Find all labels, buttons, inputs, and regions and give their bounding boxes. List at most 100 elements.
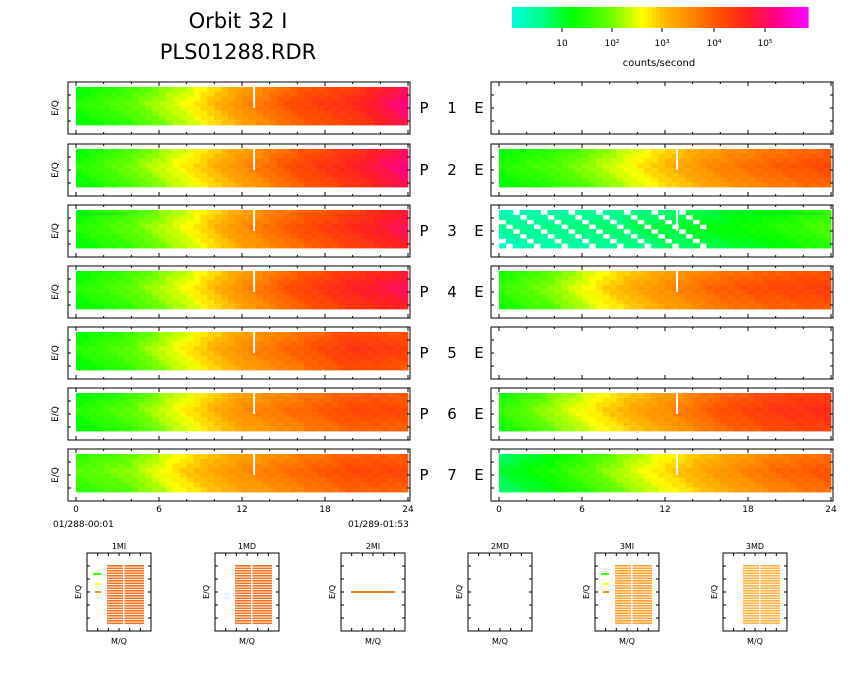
heatmap-cell — [602, 487, 611, 493]
heatmap-cell — [713, 168, 721, 174]
heatmap-cell — [658, 402, 666, 408]
heatmap-cell — [145, 285, 153, 291]
heatmap-cell — [235, 229, 243, 235]
heatmap-cell — [248, 168, 257, 174]
heatmap-cell — [131, 115, 139, 121]
heatmap-cell — [637, 304, 645, 310]
heatmap-cell — [692, 463, 700, 469]
heatmap-cell — [159, 96, 167, 102]
heatmap-cell — [325, 482, 333, 488]
heatmap-cell — [159, 120, 167, 126]
heatmap-cell — [186, 482, 194, 488]
heatmap-cell — [387, 210, 395, 216]
heatmap-cell — [720, 294, 728, 300]
heatmap-cell — [561, 487, 569, 493]
heatmap-cell — [671, 219, 680, 225]
heatmap-cell — [331, 454, 340, 460]
heatmap-cell — [172, 101, 181, 107]
heatmap-cell — [782, 219, 790, 225]
heatmap-cell — [221, 210, 229, 216]
heatmap-cell — [124, 393, 132, 399]
colorbar-cell — [620, 7, 625, 28]
heatmap-cell — [401, 275, 409, 281]
heatmap-cell — [193, 163, 201, 169]
heatmap-cell — [318, 365, 326, 371]
y-axis-label-eq: E/Q — [51, 100, 61, 116]
heatmap-cell — [131, 214, 139, 220]
heatmap-cell — [138, 224, 146, 230]
heatmap-cell — [110, 487, 118, 493]
heatmap-cell — [172, 294, 181, 300]
heatmap-cell — [221, 393, 229, 399]
heatmap-cell — [269, 285, 277, 291]
heatmap-cell — [644, 229, 652, 235]
heatmap-cell — [345, 285, 354, 291]
heatmap-cell — [110, 280, 118, 286]
heatmap-cell — [623, 172, 631, 178]
heatmap-cell — [401, 96, 409, 102]
heatmap-cell — [242, 412, 250, 418]
heatmap-cell — [124, 163, 132, 169]
heatmap-cell — [554, 214, 562, 220]
heatmap-cell — [131, 120, 139, 126]
heatmap-cell — [248, 473, 257, 479]
heatmap-cell — [228, 120, 236, 126]
heatmap-cell — [276, 243, 284, 249]
heatmap-cell — [741, 412, 749, 418]
heatmap-cell — [248, 454, 257, 460]
heatmap-cell — [283, 182, 291, 188]
heatmap-cell — [82, 177, 91, 183]
heatmap-cell — [678, 271, 687, 277]
heatmap-cell — [651, 168, 659, 174]
heatmap-cell — [352, 426, 360, 432]
heatmap-cell — [387, 275, 395, 281]
heatmap-cell — [165, 487, 174, 493]
heatmap-cell — [76, 238, 84, 244]
heatmap-cell — [352, 106, 360, 112]
heatmap-cell — [727, 397, 735, 403]
heatmap-cell — [699, 238, 707, 244]
heatmap-cell — [582, 243, 590, 249]
heatmap-cell — [152, 224, 160, 230]
heatmap-cell — [221, 454, 229, 460]
heatmap-cell — [387, 285, 395, 291]
heatmap-cell — [352, 96, 360, 102]
heatmap-cell — [117, 149, 125, 155]
heatmap-cell — [255, 158, 264, 164]
heatmap-cell — [311, 393, 319, 399]
row-label-p: P — [419, 405, 428, 423]
heatmap-cell — [255, 149, 264, 155]
heatmap-cell — [269, 243, 277, 249]
heatmap-cell — [255, 271, 264, 277]
heatmap-cell — [644, 271, 652, 277]
row-label-number: 5 — [447, 344, 457, 362]
heatmap-cell — [138, 463, 146, 469]
heatmap-cell — [373, 91, 381, 97]
heatmap-cell — [235, 163, 243, 169]
heatmap-cell — [172, 96, 181, 102]
heatmap-cell — [561, 299, 569, 305]
heatmap-cell — [262, 421, 271, 427]
heatmap-cell — [269, 463, 277, 469]
heatmap-cell — [727, 285, 735, 291]
heatmap-cell — [387, 407, 395, 413]
heatmap-cell — [352, 341, 360, 347]
heatmap-cell — [186, 120, 194, 126]
heatmap-cell — [768, 182, 777, 188]
heatmap-cell — [89, 402, 98, 408]
heatmap-cell — [325, 454, 333, 460]
heatmap-cell — [221, 224, 229, 230]
heatmap-cell — [768, 224, 777, 230]
heatmap-cell — [595, 294, 604, 300]
heatmap-cell — [131, 304, 139, 310]
heatmap-cell — [117, 365, 125, 371]
heatmap-cell — [311, 346, 319, 352]
heatmap-cell — [110, 360, 118, 366]
heatmap-cell — [699, 393, 707, 399]
heatmap-cell — [297, 153, 305, 159]
heatmap-cell — [761, 177, 770, 183]
heatmap-cell — [768, 416, 777, 422]
heatmap-cell — [89, 487, 98, 493]
heatmap-cell — [131, 233, 139, 239]
heatmap-cell — [283, 224, 291, 230]
